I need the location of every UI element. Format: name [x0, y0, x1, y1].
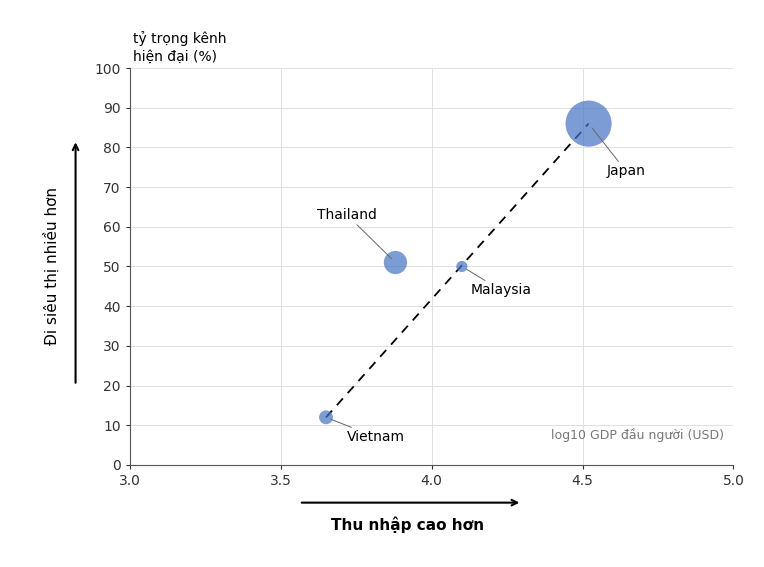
Text: Thailand: Thailand: [317, 208, 391, 259]
Text: Vietnam: Vietnam: [332, 420, 405, 444]
Point: [455, 262, 468, 271]
Text: tỷ trọng kênh
hiện đại (%): tỷ trọng kênh hiện đại (%): [133, 31, 226, 64]
Text: Japan: Japan: [592, 128, 646, 178]
Text: Đi siêu thị nhiều hơn: Đi siêu thị nhiều hơn: [44, 188, 60, 345]
Text: log10 GDP đầu người (USD): log10 GDP đầu người (USD): [552, 428, 724, 442]
Point: [582, 119, 594, 128]
Text: Malaysia: Malaysia: [467, 269, 532, 297]
Point: [320, 413, 332, 422]
Point: [390, 258, 402, 267]
Text: Thu nhập cao hơn: Thu nhập cao hơn: [331, 517, 484, 533]
